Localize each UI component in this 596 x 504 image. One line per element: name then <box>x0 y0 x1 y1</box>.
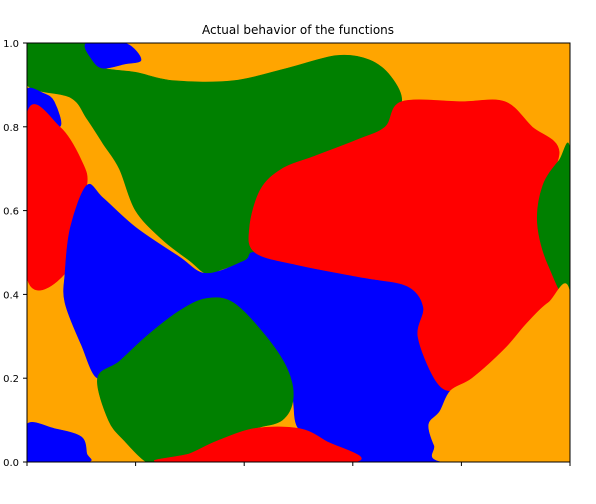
axes: 0.0 0.2 0.4 0.6 0.8 1.0 <box>3 39 571 469</box>
y-tick-label: 0.6 <box>3 207 19 218</box>
y-tick-label: 0.4 <box>3 290 19 301</box>
region-green-7 <box>536 142 570 300</box>
y-tick-label: 0.2 <box>3 374 19 385</box>
region-red-9 <box>153 426 362 462</box>
y-tick-label: 1.0 <box>3 39 19 50</box>
axes-frame <box>26 42 571 463</box>
plot-area <box>27 43 570 462</box>
y-tick-label: 0.8 <box>3 123 19 134</box>
region-green-8 <box>97 297 294 462</box>
y-tick-label: 0.0 <box>3 458 19 469</box>
region-blue-2 <box>84 43 142 69</box>
chart-title: Actual behavior of the functions <box>202 23 394 37</box>
regions <box>27 43 570 462</box>
region-blue-11 <box>27 421 92 462</box>
region-orange-10 <box>428 283 570 462</box>
